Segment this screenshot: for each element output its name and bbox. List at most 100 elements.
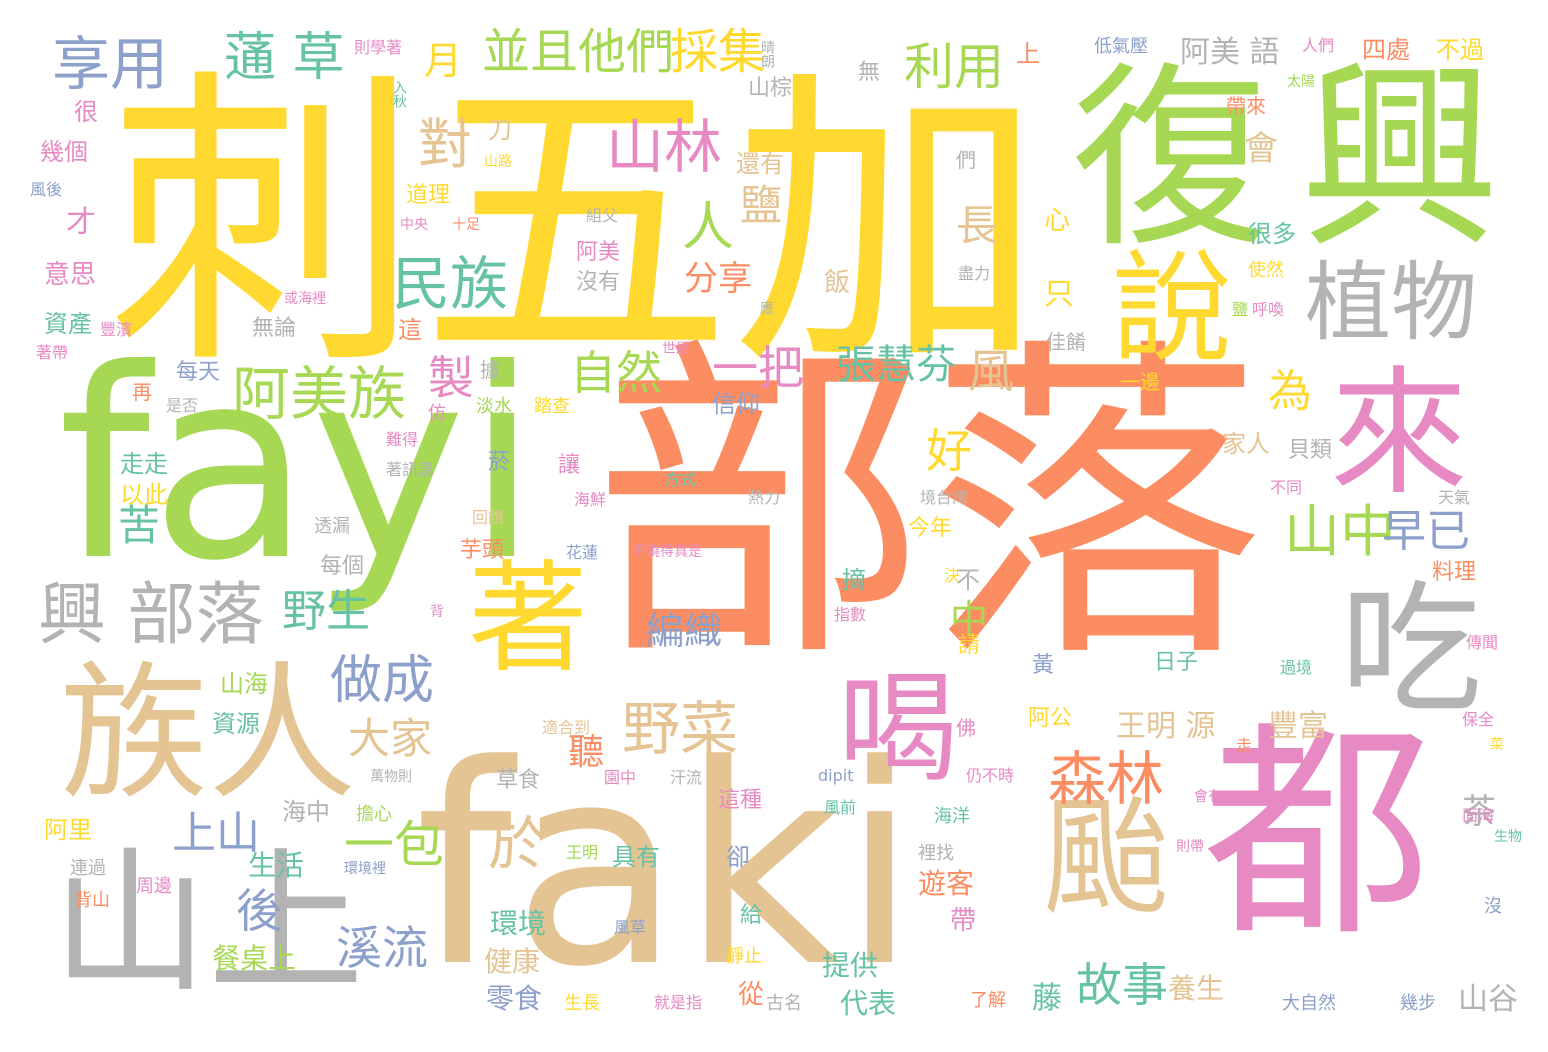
- word-cai: 才: [66, 205, 96, 240]
- word-tacha: 踏查: [534, 396, 570, 417]
- word-zhoubian: 周邊: [136, 876, 172, 897]
- word-fenxiang: 分享: [684, 259, 752, 299]
- word-dui: 對: [418, 113, 472, 176]
- word-cong: 從: [738, 980, 765, 1010]
- word-ruqiu: 入秋: [391, 80, 407, 108]
- word-zaoyi: 早已: [1382, 506, 1470, 557]
- word-fangshi: 方式: [664, 470, 697, 489]
- word-beishan: 背山: [74, 890, 110, 911]
- word-teng: 藤: [1032, 981, 1062, 1016]
- word-zuren: 族人: [60, 648, 356, 820]
- word-que: 卻: [726, 843, 750, 871]
- word-hao: 好: [926, 424, 972, 478]
- word-huhuan: 呼喚: [1252, 300, 1285, 319]
- word-feng: 風: [968, 344, 1014, 398]
- word-dailai: 帶來: [1226, 94, 1266, 118]
- word-rang: 讓: [558, 453, 581, 478]
- word-daibiao: 代表: [840, 987, 897, 1020]
- word-agong: 阿公: [1028, 706, 1073, 731]
- word-juyou: 具有: [612, 843, 660, 871]
- word-shangshan: 上山: [172, 808, 260, 859]
- word-qing: 請: [958, 633, 981, 658]
- word-henduo: 很多: [1248, 220, 1296, 248]
- word-shang: 上: [1016, 40, 1040, 68]
- word-zhedai: 著帶: [36, 343, 69, 362]
- word-cai2: 菜: [1490, 737, 1504, 753]
- word-tigong: 提供: [822, 949, 879, 982]
- word-huang: 黃: [1032, 653, 1055, 678]
- word-shanhai: 山海: [220, 670, 268, 698]
- word-sichu: 四處: [1362, 36, 1410, 64]
- word-ameiyu: 阿美 語: [1180, 35, 1280, 70]
- word-xiliu: 溪流: [336, 921, 428, 975]
- word-wangming: 王明: [566, 843, 599, 862]
- word-cha: 茶: [1462, 792, 1496, 832]
- word-yangsheng: 養生: [1168, 972, 1225, 1005]
- word-huohaili: 或海裡: [284, 291, 326, 307]
- word-minzu: 民族: [392, 250, 509, 318]
- word-fengfu: 豐富: [1268, 709, 1328, 744]
- word-shanshang: 山上: [52, 832, 364, 1014]
- word-wulun: 無論: [252, 316, 297, 341]
- word-shenghuo: 生活: [248, 849, 305, 882]
- word-youke: 遊客: [918, 867, 975, 900]
- word-jingzhi: 靜止: [726, 946, 762, 967]
- word-yisi: 意思: [44, 260, 97, 290]
- word-zou: 走: [1236, 736, 1253, 755]
- word-zai: 再: [132, 380, 152, 404]
- word-bu: 不: [956, 566, 980, 594]
- word-guming: 古名: [766, 993, 802, 1014]
- word-qinglang: 晴朗: [759, 40, 775, 68]
- word-bingqie: 並且他們: [482, 24, 675, 80]
- word-hualian: 花蓮: [566, 543, 599, 562]
- word-mianhai: 面海: [1462, 806, 1495, 825]
- word-shengchang: 生長: [564, 993, 600, 1014]
- word-jibu: 幾步: [1400, 993, 1436, 1014]
- word-zhexunxi: 著訊息: [386, 460, 435, 479]
- word-lingshi: 零食: [486, 982, 543, 1015]
- word-ciwujia: 刺五加: [108, 42, 1044, 406]
- word-jige: 幾個: [40, 138, 88, 166]
- word-zhong: 中: [950, 597, 989, 641]
- word-shiju: 世居: [662, 341, 690, 357]
- word-yesheng: 野生: [282, 586, 370, 637]
- word-jiankang: 健康: [484, 945, 541, 978]
- word-haiyang: 海洋: [934, 806, 970, 827]
- word-zhi2: 只: [1044, 277, 1074, 312]
- word-bianzhi: 編織: [646, 609, 723, 653]
- word-tongcao: 蓪 草: [224, 28, 345, 88]
- word-rengbushi: 仍不時: [966, 766, 1015, 785]
- word-lai: 來: [1330, 353, 1469, 514]
- word-xing: 興: [1300, 43, 1501, 276]
- word-gushi: 故事: [1076, 958, 1168, 1012]
- word-zhishu: 指數: [834, 605, 867, 624]
- word-shiran: 使然: [1248, 260, 1284, 281]
- word-shihedao: 適合到: [542, 718, 591, 737]
- word-fengqian: 風前: [824, 798, 857, 817]
- word-yuanzhong: 園中: [604, 768, 637, 787]
- word-wangmingyuan: 王明 源: [1116, 709, 1216, 744]
- word-xin: 心: [1044, 206, 1071, 236]
- word-shanlu: 山路: [484, 154, 512, 170]
- word-ku: 苦: [118, 501, 161, 550]
- word-dou: 都: [1203, 701, 1431, 967]
- word-dipit: dipit: [818, 766, 854, 785]
- word-zhanghuifen: 張慧芬: [836, 342, 956, 388]
- word-ziyuan: 資源: [212, 710, 260, 738]
- word-yue: 月: [424, 39, 463, 83]
- word-liaojie: 了解: [970, 990, 1006, 1011]
- word-daziran: 大自然: [1282, 993, 1336, 1014]
- word-yibian: 一邊: [1120, 370, 1160, 394]
- word-zouzou: 走走: [120, 450, 168, 478]
- word-meige: 每個: [320, 554, 365, 579]
- word-xinyang: 信仰: [712, 390, 760, 418]
- word-lianguo: 連過: [70, 858, 106, 879]
- word-hui: 會: [1244, 129, 1278, 169]
- word-yu: 於: [488, 810, 547, 878]
- word-diqiya: 低氣壓: [1094, 36, 1148, 57]
- word-haixian: 海鮮: [574, 490, 607, 509]
- word-daoli: 道理: [406, 183, 451, 208]
- word-wanwuze: 萬物則: [370, 769, 412, 785]
- word-zuocheng: 做成: [330, 651, 435, 711]
- word-ren: 人: [682, 198, 735, 258]
